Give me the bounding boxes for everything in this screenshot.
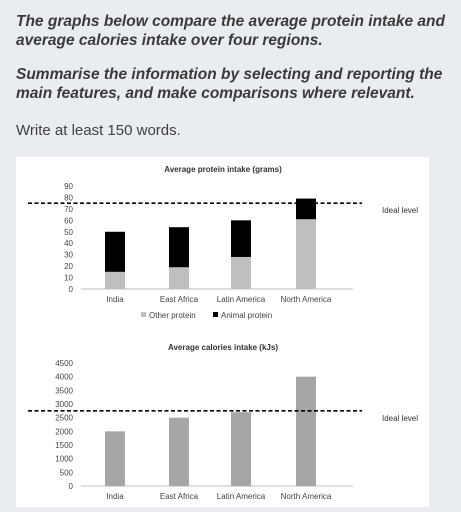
charts-panel: Average protein intake (grams) 0 10 20 30 40 5… bbox=[16, 157, 429, 507]
chart-1-title: Average protein intake (grams) bbox=[164, 165, 282, 174]
chart-1-y-tick: 40 bbox=[64, 239, 73, 248]
chart-1-bar-east-africa-animal-protein bbox=[169, 227, 189, 268]
chart-2-bar-latin-america bbox=[231, 412, 251, 486]
chart-2-bar-east-africa bbox=[169, 417, 189, 486]
prompt-line-2: Summarise the information by selecting a… bbox=[16, 66, 443, 102]
chart-2-y-tick: 2000 bbox=[55, 427, 73, 436]
chart-2-y-tick: 3500 bbox=[55, 386, 73, 395]
chart-2-bar-india bbox=[105, 431, 125, 486]
chart-1-y-tick: 0 bbox=[69, 285, 74, 294]
chart-2-category-label: India bbox=[106, 492, 124, 501]
task-prompt: The graphs below compare the average pro… bbox=[16, 12, 448, 103]
chart-1-y-tick: 30 bbox=[64, 251, 73, 260]
chart-1-bar-india-other-protein bbox=[105, 271, 125, 289]
chart-1-ideal-level-label: Ideal level bbox=[382, 206, 418, 215]
chart-2-y-tick: 1500 bbox=[55, 441, 73, 450]
legend-label-other-protein: Other protein bbox=[149, 311, 196, 320]
chart-2-y-tick: 3000 bbox=[55, 400, 73, 409]
chart-2-y-tick: 4000 bbox=[55, 373, 73, 382]
chart-2-y-tick: 2500 bbox=[55, 414, 73, 423]
chart-1-category-label: India bbox=[106, 295, 124, 304]
chart-1-bar-north-america-animal-protein bbox=[296, 198, 316, 220]
chart-1-category-label: Latin America bbox=[217, 295, 266, 304]
chart-2-y-tick: 4500 bbox=[55, 359, 73, 368]
chart-1-bar-latin-america-animal-protein bbox=[231, 220, 251, 257]
chart-2-title: Average calories intake (kJs) bbox=[168, 343, 278, 352]
chart-2-category-label: North America bbox=[281, 492, 332, 501]
chart-1-y-tick: 70 bbox=[64, 205, 73, 214]
charts-svg: Average protein intake (grams) 0 10 20 30 40 5… bbox=[28, 165, 418, 501]
chart-1-category-label: East Africa bbox=[160, 295, 199, 304]
chart-1-bar-north-america-other-protein bbox=[296, 219, 316, 289]
legend-label-animal-protein: Animal protein bbox=[221, 311, 272, 320]
legend-swatch-animal-protein bbox=[213, 312, 218, 317]
prompt-line-1: The graphs below compare the average pro… bbox=[16, 13, 445, 49]
chart-1-y-tick: 90 bbox=[64, 182, 73, 191]
chart-2-category-label: Latin America bbox=[217, 492, 266, 501]
chart-1-y-tick: 50 bbox=[64, 228, 73, 237]
chart-1-y-tick: 60 bbox=[64, 216, 73, 225]
chart-1-y-tick: 10 bbox=[64, 274, 73, 283]
chart-1-y-tick: 80 bbox=[64, 193, 73, 202]
legend-swatch-other-protein bbox=[141, 312, 146, 317]
chart-2-ideal-level-label: Ideal level bbox=[382, 414, 418, 423]
chart-1-y-tick: 20 bbox=[64, 262, 73, 271]
chart-2-y-tick: 0 bbox=[69, 482, 74, 491]
chart-1-category-label: North America bbox=[281, 295, 332, 304]
chart-2-y-tick: 500 bbox=[60, 468, 74, 477]
chart-2-category-label: East Africa bbox=[160, 492, 199, 501]
chart-1-bar-east-africa-other-protein bbox=[169, 267, 189, 289]
chart-1-bar-latin-america-other-protein bbox=[231, 256, 251, 289]
chart-1-bar-india-animal-protein bbox=[105, 231, 125, 272]
chart-2-y-tick: 1000 bbox=[55, 455, 73, 464]
word-count-instruction: Write at least 150 words. bbox=[16, 122, 181, 139]
chart-2-bar-north-america bbox=[296, 376, 316, 486]
